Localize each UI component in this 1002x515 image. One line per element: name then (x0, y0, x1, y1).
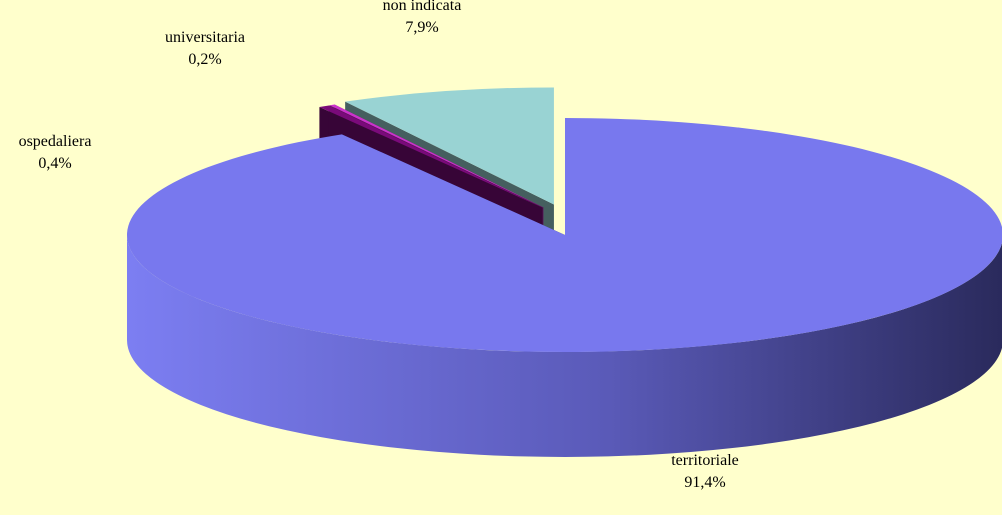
slice-value-label: 0,2% (188, 51, 221, 68)
slice-label: non indicata (383, 0, 462, 14)
slice-label: territoriale (671, 452, 739, 469)
slice-top (319, 105, 543, 208)
slice-label: ospedaliera (19, 133, 92, 150)
slice-top (345, 87, 554, 205)
slice-value-label: 7,9% (405, 19, 438, 36)
slice (127, 118, 1002, 457)
slice-value-label: 91,4% (684, 474, 725, 491)
slice-top (127, 118, 1002, 352)
slice-label: universitaria (165, 29, 245, 46)
slice-side (127, 235, 1002, 457)
slice-top (329, 104, 544, 208)
slice-value-label: 0,4% (38, 155, 71, 172)
